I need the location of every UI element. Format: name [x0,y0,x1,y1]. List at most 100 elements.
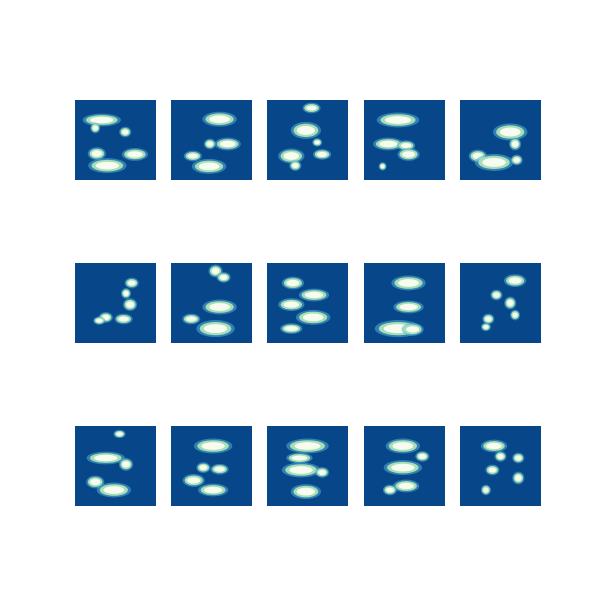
bright-spot [510,154,523,166]
bright-spot [397,148,420,161]
image-tile-r1-c4 [364,100,445,180]
bright-spot [392,479,420,493]
bright-spot [216,272,231,283]
bright-spot [96,482,132,498]
bright-spot [510,309,521,321]
bright-spot [86,475,105,489]
bright-spot [482,313,495,325]
tile-canvas [281,438,330,500]
bright-spot [197,483,229,497]
bright-spot [494,451,507,462]
tile-canvas [278,276,331,334]
bright-spot [373,137,404,151]
image-tile-r3-c1 [75,426,156,506]
bright-spot [182,313,201,325]
bright-spot [503,274,527,287]
tile-canvas [373,112,420,171]
bright-spot [119,126,132,138]
bright-spot [490,289,503,301]
bright-spot [312,149,332,160]
bright-spot [202,111,237,127]
bright-spot [401,323,424,336]
bright-spot [121,148,149,161]
bright-spot [512,471,525,485]
bright-spot [393,300,424,314]
bright-spot [196,320,235,338]
bright-spot [504,296,517,310]
bright-spot [193,438,233,454]
image-tile-r2-c2 [171,263,252,343]
tile-canvas [468,123,528,171]
bright-spot [509,137,522,151]
bright-spot [474,153,514,171]
image-tile-r2-c1 [75,263,156,343]
tile-canvas [480,274,527,332]
bright-spot [123,298,138,311]
bright-spot [278,298,305,311]
bright-spot [93,316,106,325]
bright-spot [203,138,216,150]
tile-canvas [183,111,241,174]
image-tile-r2-c4 [364,263,445,343]
bright-spot [86,451,126,465]
bright-spot [290,121,322,139]
tile-canvas [82,113,149,174]
image-tile-r1-c5 [460,100,541,180]
bright-spot [415,451,430,462]
bright-spot [124,277,139,289]
tile-canvas [86,429,134,498]
tile-canvas [182,264,237,338]
bright-spot [480,439,508,453]
bright-spot [210,463,229,475]
bright-spot [512,452,525,464]
image-tile-r2-c5 [460,263,541,343]
bright-spot [286,452,313,464]
bright-spot [376,112,420,128]
bright-spot [87,147,106,160]
bright-spot [114,313,133,325]
image-tile-r2-c3 [267,263,348,343]
bright-spot [382,484,397,496]
bright-spot [391,275,426,291]
image-tile-r3-c2 [171,426,252,506]
image-tile-r3-c3 [267,426,348,506]
tile-canvas [382,438,430,496]
bright-spot [196,462,211,473]
bright-spot [290,484,322,500]
bright-spot [385,438,421,454]
bright-spot [480,322,491,332]
bright-spot [278,148,305,164]
tile-canvas [480,439,525,496]
image-tile-r1-c2 [171,100,252,180]
bright-spot [118,458,134,471]
tile-canvas [93,277,139,325]
bright-spot [315,467,330,478]
bright-spot [113,429,126,439]
image-tile-r1-c1 [75,100,156,180]
bright-spot [183,150,202,162]
bright-spot [90,122,101,134]
bright-spot [286,438,329,454]
bright-spot [202,299,237,315]
bright-spot [280,323,303,334]
bright-spot [88,158,127,174]
bright-spot [493,123,528,141]
bright-spot [485,464,500,476]
bright-spot [312,138,323,147]
bright-spot [281,276,305,290]
image-tile-r3-c5 [460,426,541,506]
bright-spot [82,113,121,127]
bright-spot [302,102,321,114]
bright-spot [383,460,423,476]
bright-spot [214,137,241,151]
bright-spot [182,474,205,487]
bright-spot [281,462,321,478]
bright-spot [191,158,227,174]
bright-spot [298,288,330,302]
tile-canvas [182,438,233,497]
image-tile-r1-c3 [267,100,348,180]
bright-spot [289,160,302,171]
bright-spot [295,309,331,325]
bright-spot [120,288,132,299]
